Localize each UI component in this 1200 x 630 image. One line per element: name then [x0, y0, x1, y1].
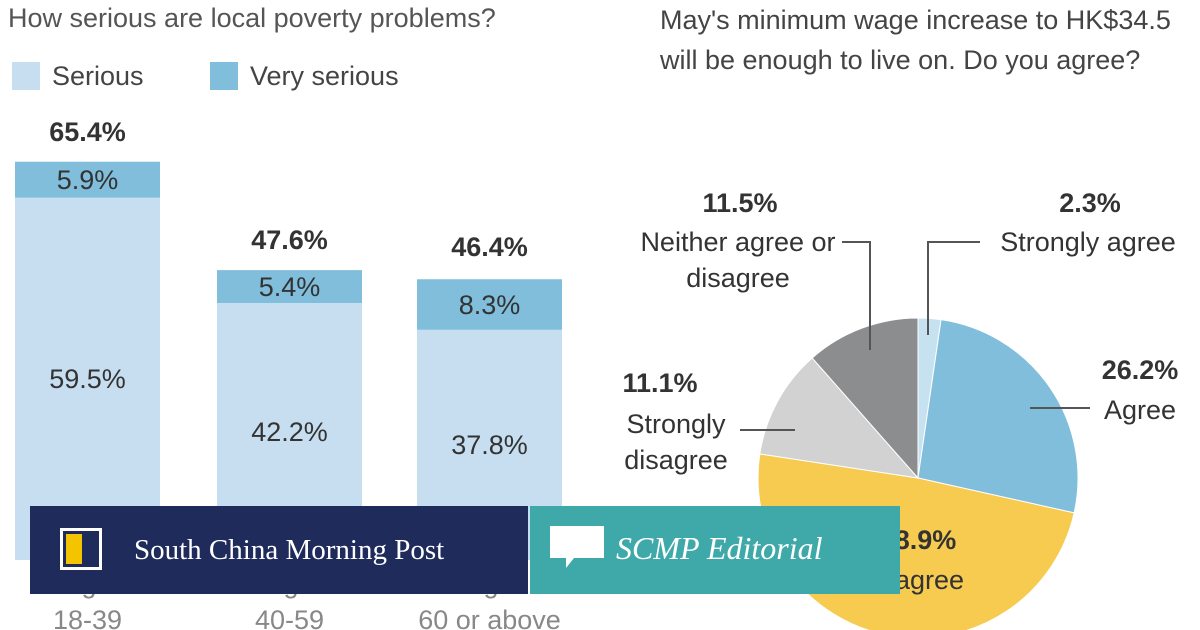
pie-slice — [917, 319, 1079, 514]
pie-value-label: 2.3% — [1059, 188, 1121, 218]
logo-block — [66, 534, 82, 564]
section-banner: SCMP Editorial — [530, 506, 900, 594]
legend-swatch — [210, 62, 238, 90]
bar-value-label: 37.8% — [451, 429, 528, 460]
pie-value-label: 26.2% — [1101, 355, 1179, 385]
bar-value-label: 5.9% — [56, 164, 119, 195]
pie-category-label: Agree — [1103, 395, 1177, 425]
pie-category-label: Strongly agree — [1000, 227, 1176, 257]
legend-swatch — [12, 62, 40, 90]
leader-line — [842, 241, 871, 350]
bar-segment — [15, 161, 160, 198]
brand-name: South China Morning Post — [134, 534, 445, 566]
pie-slice — [811, 317, 919, 480]
bar-value-label: 5.4% — [258, 271, 321, 302]
bar-total-label: 46.4% — [451, 232, 528, 263]
bar-total-label: 47.6% — [251, 225, 328, 256]
bar-segment — [417, 279, 562, 330]
pie-title: May's minimum wage increase to HK$34.5 w… — [660, 5, 1171, 75]
bar-value-label: 8.3% — [458, 289, 521, 320]
bar-segment — [15, 197, 160, 560]
leader-line — [927, 241, 980, 335]
bar-value-label: 42.2% — [251, 416, 328, 447]
pie-value-label: 11.1% — [622, 368, 698, 398]
section-name: SCMP Editorial — [616, 530, 823, 566]
logo-frame — [60, 528, 102, 570]
pie-category-label: Strongly disagree — [624, 409, 728, 475]
legend-label: Serious — [52, 61, 144, 91]
pie-slice — [759, 357, 920, 479]
speech-icon — [550, 526, 604, 568]
pie-category-label: Neither agree or disagree — [640, 227, 836, 293]
bar-segment — [217, 270, 362, 304]
bar-total-label: 65.4% — [49, 116, 126, 147]
legend-label: Very serious — [250, 61, 399, 91]
pie-value-label: 11.5% — [702, 188, 778, 218]
bar-value-label: 59.5% — [49, 363, 126, 394]
brand-banner: South China Morning Post — [30, 506, 528, 594]
bar-title: How serious are local poverty problems? — [8, 3, 496, 33]
